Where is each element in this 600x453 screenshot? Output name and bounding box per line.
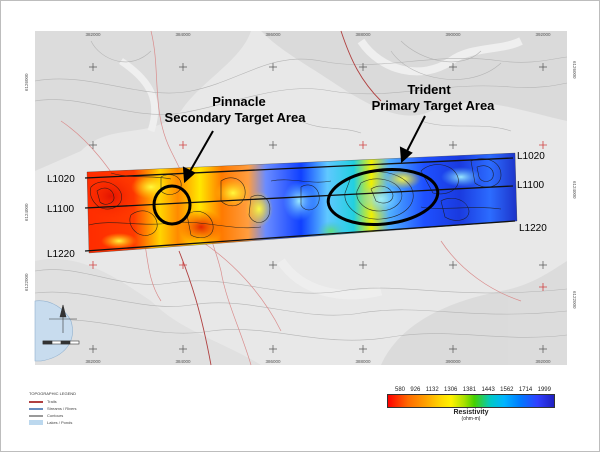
colorbar-label: Resistivity [453,409,489,416]
survey-line-l1020 [84,157,514,179]
colorbar-tick: 1306 [444,387,458,393]
legend-label: Streams / Rivers [47,406,77,411]
tick-bottom-5: 392000 [535,359,551,364]
colorbar-tick: 926 [410,387,421,393]
colorbar-tick: 1999 [537,387,551,393]
terrain-relief [35,31,567,365]
colorbar-tick: 1443 [481,387,495,393]
colorbar-tick: 1714 [518,387,533,393]
legend-swatch [29,414,43,417]
pinnacle-target-ellipse [152,184,192,226]
resistivity-colorbar: 580 926 1132 1306 1381 1443 1562 1714 19… [387,387,555,422]
tick-top-2: 386000 [265,32,281,37]
colorbar-tick: 1562 [500,387,514,393]
survey-line-l1220 [84,220,516,252]
legend-item-lakes: Lakes / Ponds [29,419,77,426]
tick-top-5: 392000 [535,32,551,37]
legend-label: Lakes / Ponds [47,420,73,425]
line-label-l1220-right: L1220 [519,223,547,234]
tick-left-1: 6124000 [24,203,29,221]
tick-top-0: 382000 [85,32,101,37]
legend-title: TOPOGRAPHIC LEGEND [29,391,77,396]
strip-outline [86,152,518,254]
legend-item-trails: Trails [29,398,77,405]
line-label-l1020-left: L1020 [47,174,75,185]
topographic-contours [34,40,568,341]
legend-item-contours: Contours [29,412,77,419]
colorbar-ticks: 580 926 1132 1306 1381 1443 1562 1714 19… [387,387,555,394]
tick-bottom-3: 388000 [355,359,371,364]
colorbar-gradient [387,394,555,408]
legend-swatch [29,407,43,410]
tick-bottom-0: 382000 [85,359,101,364]
tick-top-1: 384000 [175,32,191,37]
tick-right-0: 6126000 [572,61,577,79]
legend-swatch [29,420,43,425]
trails [178,30,382,366]
pinnacle-title: Pinnacle [212,94,265,109]
survey-line-l1100 [84,185,514,209]
trident-title: Trident [407,82,451,97]
survey-lines [84,157,516,252]
legend-swatch [29,400,43,403]
pinnacle-subtitle: Secondary Target Area [165,110,307,125]
tick-right-1: 6124000 [572,181,577,199]
trident-subtitle: Primary Target Area [372,98,496,113]
tick-bottom-2: 386000 [265,359,281,364]
tick-top-4: 390000 [445,32,461,37]
line-label-l1100-right: L1100 [517,180,545,191]
line-label-l1220-left: L1220 [47,249,75,260]
legend-label: Trails [47,399,57,404]
colorbar-tick: 1132 [425,387,439,393]
colorbar-tick: 580 [395,387,406,393]
annotation-arrows [182,115,426,184]
tick-top-3: 388000 [355,32,371,37]
line-label-l1020-right: L1020 [517,151,545,162]
tick-left-2: 6126000 [24,73,29,91]
tick-bottom-4: 390000 [445,359,461,364]
colorbar-tick: 1381 [462,387,477,393]
trident-target-ellipse [326,168,440,226]
grid-crosses-red [89,141,547,291]
legend-item-streams: Streams / Rivers [29,405,77,412]
tick-left-0: 6122000 [24,273,29,291]
tick-right-2: 6122000 [572,291,577,309]
line-label-l1100-left: L1100 [47,204,75,215]
topographic-legend: TOPOGRAPHIC LEGEND Trails Streams / Rive… [29,391,77,426]
scale-bar [42,340,80,345]
colorbar-unit: (ohm-m) [461,416,481,422]
grid-crosses [89,63,547,353]
north-arrow-icon [49,304,77,333]
legend-label: Contours [47,413,64,418]
tick-bottom-1: 384000 [175,359,191,364]
